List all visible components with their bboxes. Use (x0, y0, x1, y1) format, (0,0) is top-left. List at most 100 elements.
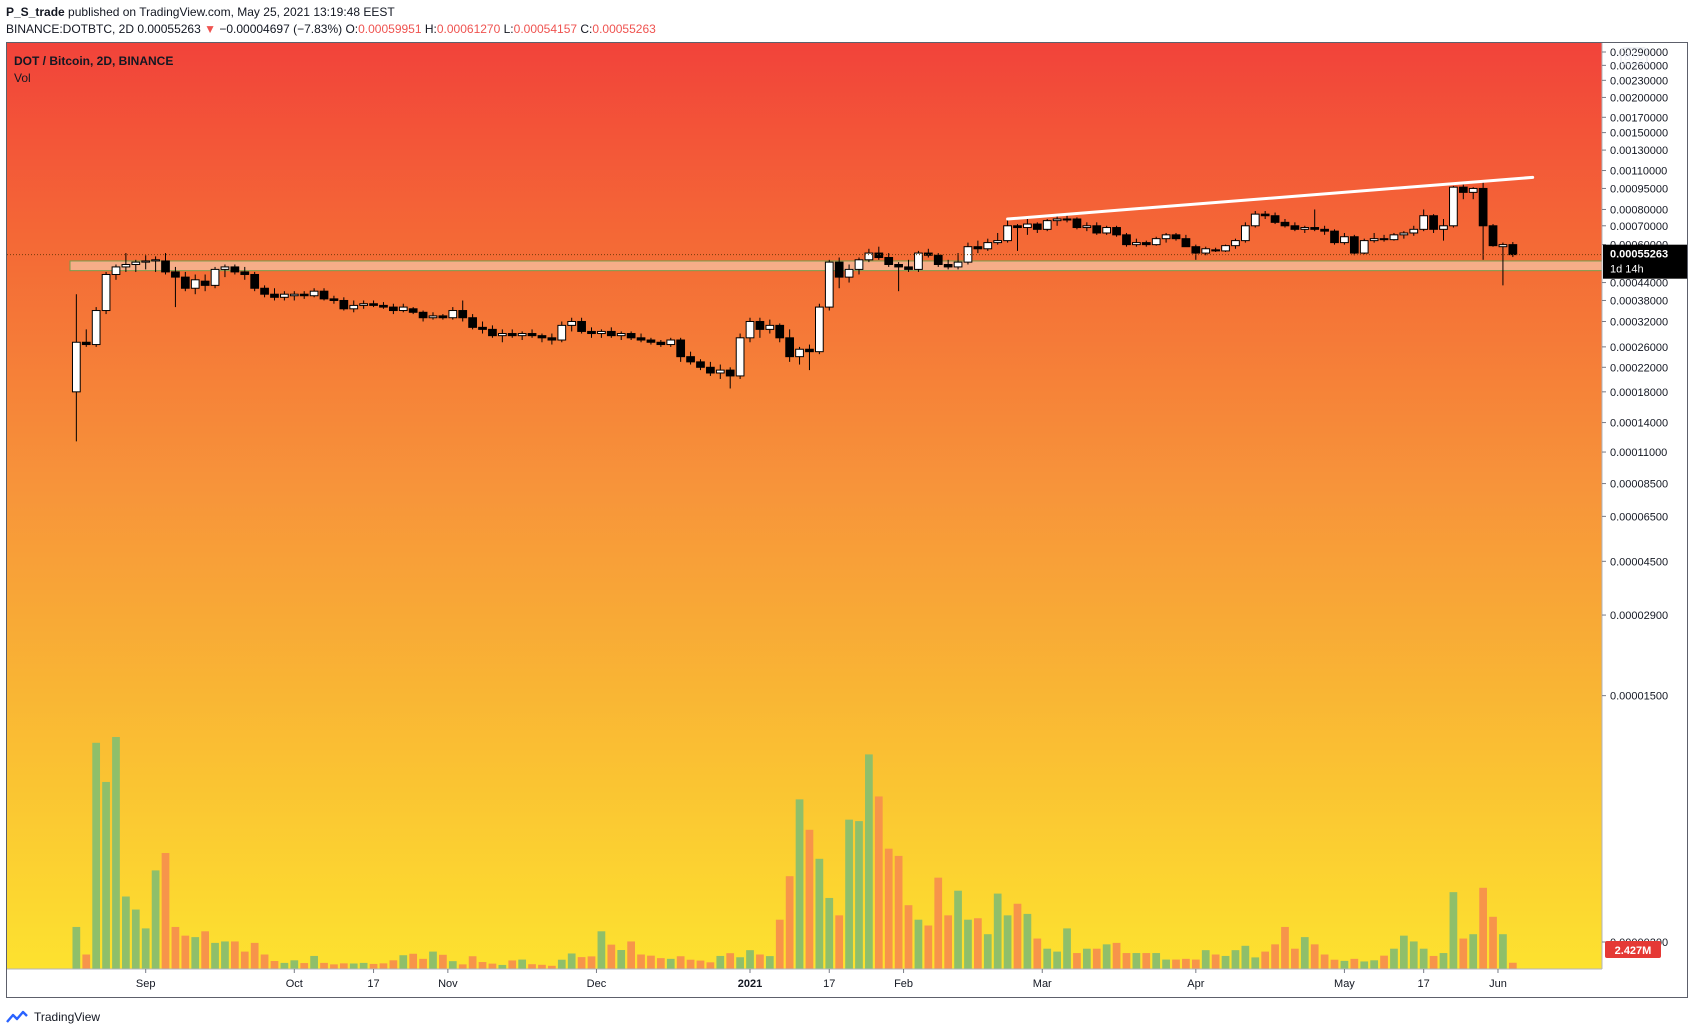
candle-body[interactable] (468, 317, 477, 328)
candle-body[interactable] (587, 330, 596, 335)
candle-body[interactable] (359, 303, 369, 306)
candle-body[interactable] (1310, 227, 1320, 230)
candle-body[interactable] (1052, 218, 1062, 222)
candle-body[interactable] (1369, 238, 1379, 242)
candle-body[interactable] (577, 320, 586, 332)
candle-body[interactable] (408, 308, 418, 313)
candle-body[interactable] (349, 304, 359, 310)
candle-body[interactable] (398, 306, 408, 312)
candle-body[interactable] (478, 326, 487, 330)
candle-body[interactable] (1300, 227, 1310, 230)
candle-body[interactable] (666, 339, 676, 346)
candle-body[interactable] (1389, 234, 1399, 241)
candle-body[interactable] (270, 293, 279, 298)
candle-body[interactable] (1122, 234, 1131, 246)
candle-body[interactable] (805, 348, 814, 353)
candle-body[interactable] (517, 333, 527, 337)
candle-body[interactable] (597, 330, 606, 335)
candle-body[interactable] (567, 320, 577, 326)
candle-body[interactable] (864, 252, 874, 261)
candle-body[interactable] (1399, 232, 1409, 236)
candle-body[interactable] (943, 264, 953, 268)
candle-body[interactable] (111, 266, 121, 275)
candle-body[interactable] (696, 361, 705, 368)
candle-body[interactable] (1439, 225, 1448, 230)
candle-body[interactable] (1458, 186, 1468, 193)
candle-body[interactable] (1171, 234, 1181, 240)
candle-body[interactable] (180, 276, 190, 289)
candle-body[interactable] (626, 333, 636, 339)
candle-body[interactable] (527, 333, 537, 337)
candle-body[interactable] (299, 293, 309, 297)
candle-body[interactable] (894, 264, 903, 268)
candle-body[interactable] (735, 337, 745, 377)
resistance-trendline[interactable] (1006, 175, 1535, 221)
candle-body[interactable] (983, 242, 993, 250)
candle-body[interactable] (240, 271, 250, 275)
candle-body[interactable] (1102, 227, 1112, 234)
candle-body[interactable] (1379, 238, 1389, 241)
author-name[interactable]: P_S_trade (6, 5, 65, 19)
candle-body[interactable] (161, 260, 170, 273)
candle-body[interactable] (765, 324, 775, 330)
candle-body[interactable] (1260, 213, 1270, 217)
candle-body[interactable] (973, 246, 983, 250)
candle-body[interactable] (725, 369, 735, 377)
candle-body[interactable] (814, 306, 824, 353)
candle-body[interactable] (1003, 225, 1012, 242)
candle-body[interactable] (339, 299, 349, 310)
candle-body[interactable] (260, 287, 269, 295)
candle-body[interactable] (1419, 215, 1429, 230)
candle-body[interactable] (1330, 230, 1339, 244)
candle-body[interactable] (1062, 218, 1072, 221)
candle-body[interactable] (1141, 242, 1151, 246)
candle-body[interactable] (1409, 228, 1419, 234)
candle-body[interactable] (389, 306, 398, 312)
candle-body[interactable] (1221, 245, 1230, 252)
candle-body[interactable] (1349, 236, 1359, 254)
candle-body[interactable] (488, 328, 497, 337)
candle-body[interactable] (1359, 240, 1369, 254)
candle-body[interactable] (1290, 225, 1300, 230)
candle-body[interactable] (884, 257, 894, 266)
candle-body[interactable] (1498, 244, 1508, 248)
candle-body[interactable] (319, 290, 329, 300)
candle-body[interactable] (448, 310, 458, 319)
candle-body[interactable] (1340, 236, 1349, 244)
candle-body[interactable] (844, 268, 854, 278)
candle-body[interactable] (1132, 242, 1141, 246)
candle-body[interactable] (1429, 215, 1438, 230)
candle-body[interactable] (428, 315, 438, 319)
candle-body[interactable] (1211, 249, 1220, 252)
candle-body[interactable] (933, 254, 943, 266)
candle-body[interactable] (141, 260, 151, 263)
candle-body[interactable] (81, 341, 91, 346)
candle-body[interactable] (1270, 215, 1280, 223)
candle-body[interactable] (646, 339, 656, 343)
candle-body[interactable] (309, 290, 319, 297)
candle-body[interactable] (606, 330, 616, 337)
candle-body[interactable] (210, 268, 220, 286)
candle-body[interactable] (190, 279, 200, 289)
candle-body[interactable] (1161, 234, 1171, 240)
candle-body[interactable] (904, 266, 913, 270)
candle-body[interactable] (656, 341, 666, 346)
footer[interactable]: TradingView (6, 1006, 100, 1028)
candle-body[interactable] (71, 341, 81, 393)
candle-body[interactable] (1072, 218, 1082, 229)
candle-body[interactable] (329, 298, 339, 301)
candle-body[interactable] (834, 261, 844, 278)
candle-body[interactable] (1201, 248, 1211, 254)
candle-body[interactable] (171, 271, 180, 278)
candle-body[interactable] (1032, 223, 1042, 230)
candle-body[interactable] (547, 337, 557, 341)
candle-body[interactable] (1092, 225, 1102, 234)
candle-body[interactable] (914, 252, 923, 270)
candle-body[interactable] (1449, 186, 1458, 227)
candle-body[interactable] (676, 339, 686, 358)
candle-body[interactable] (497, 333, 507, 337)
candle-body[interactable] (1468, 187, 1478, 193)
candle-body[interactable] (1112, 227, 1121, 236)
candle-body[interactable] (616, 333, 626, 337)
candle-body[interactable] (775, 324, 785, 339)
